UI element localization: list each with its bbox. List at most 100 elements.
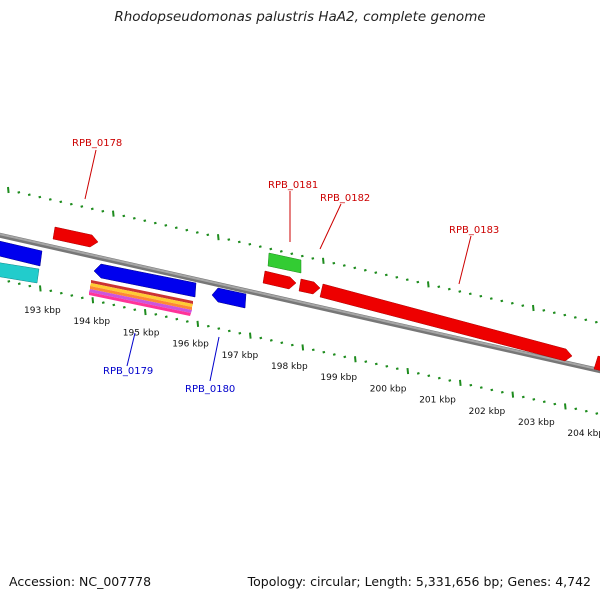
ruler-minor-tick [322,350,326,354]
ruler-minor-tick [259,336,263,340]
ruler-minor-tick [427,374,431,378]
ruler-minor-tick [70,294,74,297]
ruler-minor-tick [584,318,588,322]
ruler-minor-tick [258,245,262,248]
ruler-minor-tick [342,264,346,267]
ruler-minor-tick [280,341,284,345]
ruler-minor-tick [7,280,11,283]
gene-left-blue[interactable] [0,240,43,267]
ruler-minor-tick [17,282,21,286]
ruler-minor-tick [269,247,273,251]
ruler-minor-tick [573,316,577,319]
ruler-minor-tick [416,372,420,375]
ruler-minor-tick [195,231,199,234]
ruler-minor-tick [595,412,599,415]
ruler-major-tick [196,320,200,327]
gene-left-cyan[interactable] [0,262,40,284]
gene-RPB_0180[interactable] [211,287,247,309]
ruler-minor-tick [80,296,84,300]
ruler-minor-tick [101,209,105,213]
scale-tick-label: 199 kbp [320,373,357,383]
gene-RPB_0181b[interactable] [262,270,297,290]
ruler-minor-tick [468,292,472,296]
ruler-minor-tick [237,240,241,244]
gene-RPB_0179-blue[interactable] [93,263,197,298]
ruler-minor-tick [500,299,504,303]
gene-RPB_0179-multi[interactable] [89,280,193,316]
gene-RPB_0183[interactable] [319,283,573,362]
ruler-minor-tick [49,289,53,293]
ruler-minor-tick [542,309,546,312]
ruler-minor-tick [59,291,63,295]
ruler-major-tick [39,285,42,292]
ruler-minor-tick [133,308,137,312]
ruler-minor-tick [405,278,409,282]
map-title: Rhodopseudomonas palustris HaA2, complet… [114,9,486,25]
scale-tick-label: 197 kbp [222,351,259,361]
scale-tick-label: 204 kbp [567,429,600,439]
ruler-minor-tick [353,266,357,270]
ruler-minor-tick [447,287,451,291]
ruler-minor-tick [374,362,378,366]
ruler-minor-tick [101,301,105,304]
inner-scale-ruler [7,280,599,415]
ruler-minor-tick [122,305,126,309]
ruler-minor-tick [395,275,399,279]
ruler-major-tick [406,367,410,375]
scale-tick-label: 202 kbp [469,407,506,417]
ruler-minor-tick [395,367,399,371]
ruler-minor-tick [143,219,147,223]
ruler-minor-tick [132,216,136,220]
ruler-minor-tick [458,290,462,293]
gene-label-RPB_0181[interactable]: RPB_0181 [268,180,318,191]
gene-right-edge[interactable] [593,355,600,373]
ruler-minor-tick [153,221,157,225]
ruler-minor-tick [164,315,168,319]
ruler-minor-tick [154,313,158,316]
accession-text: Accession: NC_007778 [9,574,152,589]
ruler-minor-tick [248,242,252,246]
scale-tick-labels: 193 kbp 194 kbp 195 kbp 196 kbp 197 kbp 198 k… [24,306,600,439]
gene-RPB_0181[interactable] [267,252,302,274]
ruler-minor-tick [300,254,304,258]
gene-RPB_0182[interactable] [298,278,321,295]
ruler-minor-tick [311,257,315,260]
ruler-minor-tick [416,280,420,284]
scale-tick-label: 201 kbp [419,396,456,406]
gene-label-RPB_0182[interactable]: RPB_0182 [320,193,370,204]
ruler-major-tick [91,297,95,304]
gene-label-RPB_0180[interactable]: RPB_0180 [185,384,235,395]
ruler-minor-tick [227,329,231,333]
ruler-minor-tick [384,273,388,277]
ruler-minor-tick [363,268,367,272]
gene-label-RPB_0179[interactable]: RPB_0179 [103,366,153,377]
gene-labels: RPB_0178 RPB_0181 RPB_0182 RPB_0183 RPB_… [72,138,499,395]
ruler-minor-tick [17,191,21,194]
ruler-minor-tick [164,224,168,227]
gene-RPB_0178[interactable] [52,226,99,248]
ruler-minor-tick [343,355,347,359]
ruler-minor-tick [594,320,598,324]
ruler-minor-tick [437,285,441,289]
gene-label-RPB_0183[interactable]: RPB_0183 [449,225,499,236]
ruler-minor-tick [374,271,378,274]
ruler-minor-tick [69,202,73,206]
scale-tick-label: 193 kbp [24,306,61,316]
ruler-minor-tick [217,327,221,330]
ruler-minor-tick [479,294,483,298]
ruler-minor-tick [553,402,557,406]
scale-tick-label: 200 kbp [370,384,407,394]
gene-label-RPB_0178[interactable]: RPB_0178 [72,138,122,149]
ruler-major-tick [354,356,357,363]
ruler-minor-tick [584,409,588,413]
ruler-major-tick [301,344,305,351]
ruler-minor-tick [238,331,242,335]
label-leader-lines [84,149,472,382]
ruler-minor-tick [48,198,52,201]
ruler-minor-tick [500,390,504,394]
ruler-minor-tick [206,324,210,328]
ruler-minor-tick [437,376,441,380]
scale-tick-label: 196 kbp [172,340,209,350]
